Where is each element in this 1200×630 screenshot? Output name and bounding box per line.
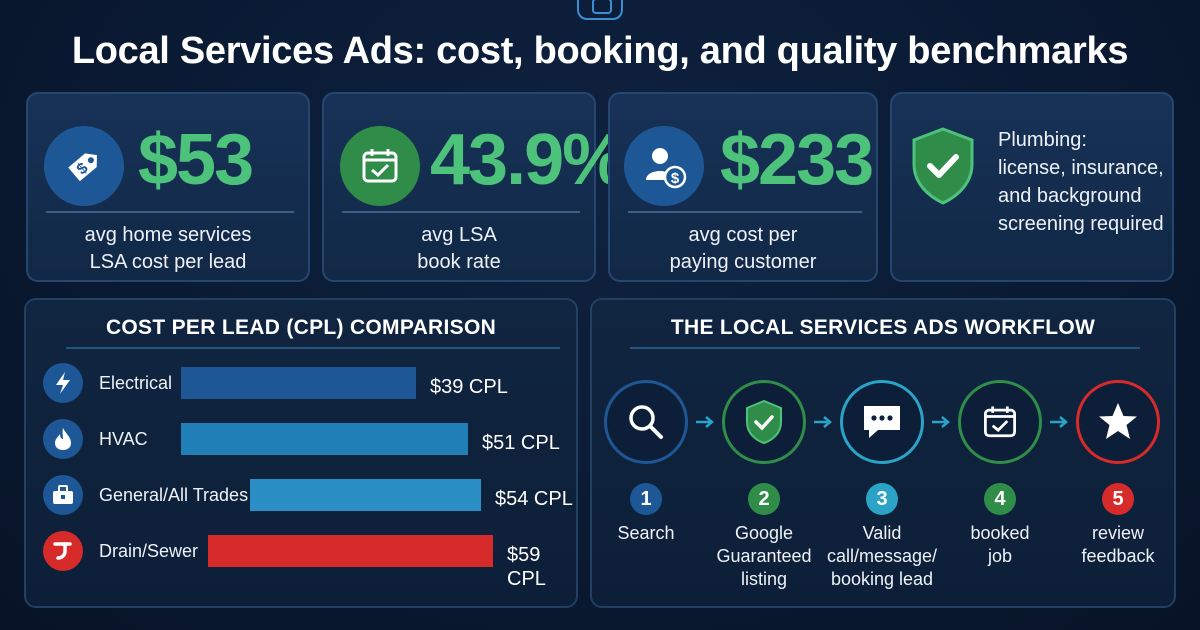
cpl-bar-electrical [181, 367, 416, 399]
trade-label: Electrical [99, 373, 173, 393]
arrow-right-icon [814, 416, 832, 428]
cpl-bar-hvac [181, 423, 468, 455]
price-tag-dollar-icon: $ [44, 126, 124, 206]
cpl-comparison-panel: COST PER LEAD (CPL) COMPARISON Electrica… [24, 298, 578, 608]
cpl-value-label: $51 CPL [482, 432, 560, 454]
step-number: 2 [748, 483, 780, 515]
stat-label: avg LSA book rate [417, 224, 501, 273]
panel-title: COST PER LEAD (CPL) COMPARISON [105, 316, 497, 339]
step-number: 3 [866, 483, 898, 515]
cpl-bar-general [250, 479, 481, 511]
divider [66, 347, 560, 349]
step-label: Valid call/message/ booking lead [826, 523, 938, 589]
step-number: 1 [630, 483, 662, 515]
calendar-check-icon [340, 126, 420, 206]
logo-icon [577, 0, 623, 20]
arrow-right-icon [932, 416, 950, 428]
trade-label: Drain/Sewer [99, 541, 199, 561]
cpl-value-label: $59 CPL [507, 544, 546, 590]
arrow-right-icon [1050, 416, 1068, 428]
shield-check-icon [722, 380, 806, 464]
quality-requirements-card: Plumbing: license, insurance, and backgr… [890, 92, 1174, 282]
arrow-right-icon [696, 416, 714, 428]
divider [628, 211, 862, 213]
lightning-bolt-icon [43, 363, 83, 403]
magnifier-icon [604, 380, 688, 464]
cpl-value-label: $54 CPL [495, 488, 573, 510]
calendar-check-icon [958, 380, 1042, 464]
step-number: 5 [1102, 483, 1134, 515]
step-label: booked job [970, 523, 1030, 566]
trade-label: General/All Trades [99, 485, 249, 505]
panel-title: THE LOCAL SERVICES ADS WORKFLOW [670, 316, 1096, 339]
user-dollar-icon: $ [624, 126, 704, 206]
stat-label: avg home services LSA cost per lead [84, 224, 252, 273]
divider [46, 211, 294, 213]
stat-value: $53 [138, 120, 254, 200]
cpl-bar-drain-sewer [208, 535, 493, 567]
stat-value: $233 [720, 120, 874, 200]
trade-label: HVAC [99, 429, 148, 449]
divider [342, 211, 580, 213]
stat-label: avg cost per paying customer [669, 224, 817, 273]
toolbox-icon [43, 475, 83, 515]
page-title: Local Services Ads: cost, booking, and q… [71, 30, 1129, 72]
stat-card-book-rate: 43.9% avg LSA book rate [322, 92, 626, 282]
chat-bubble-icon [840, 380, 924, 464]
step-number: 4 [984, 483, 1016, 515]
cpl-value-label: $39 CPL [430, 376, 508, 398]
shield-check-icon [910, 126, 976, 206]
workflow-panel: THE LOCAL SERVICES ADS WORKFLOW 1 Search… [590, 298, 1176, 608]
step-label: review feedback [1081, 523, 1155, 566]
flame-icon [43, 419, 83, 459]
step-label: Search [617, 523, 675, 543]
stat-value: 43.9% [430, 120, 626, 200]
stat-card-cost-per-lead: $ $53 avg home services LSA cost per lea… [26, 92, 310, 282]
drain-pipe-icon [43, 531, 83, 571]
quality-note: Plumbing: license, insurance, and backgr… [998, 129, 1164, 235]
star-icon [1076, 380, 1160, 464]
divider [630, 347, 1140, 349]
stat-card-cost-per-customer: $ $233 avg cost per paying customer [608, 92, 878, 282]
svg-text:$: $ [671, 170, 680, 187]
step-label: Google Guaranteed listing [716, 523, 812, 589]
